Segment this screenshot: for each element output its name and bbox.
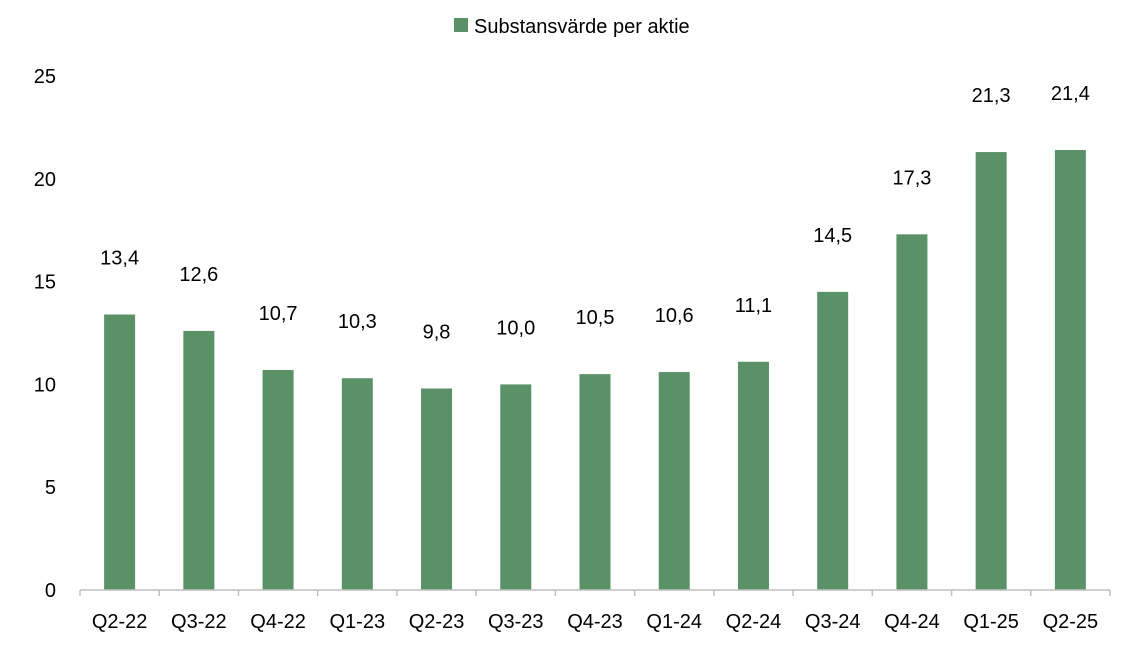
y-tick-label: 0 [45,580,56,602]
data-label: 10,7 [259,303,298,325]
x-tick-label: Q4-22 [250,611,306,633]
bar [975,152,1007,590]
data-label: 12,6 [179,264,218,286]
bar [658,372,690,590]
bar [262,370,294,590]
data-label: 11,1 [735,295,772,317]
bar [500,384,532,590]
y-tick-label: 5 [45,477,56,499]
data-label: 14,5 [813,225,852,247]
bar [104,314,136,590]
y-tick-label: 10 [34,374,56,396]
bar [896,234,928,590]
data-label: 21,3 [972,85,1011,107]
bar [1054,150,1086,591]
data-label: 10,0 [496,317,535,339]
bar [579,374,611,590]
x-tick-label: Q2-25 [1043,611,1099,633]
x-tick-label: Q2-22 [92,611,148,633]
x-tick-label: Q2-23 [409,611,465,633]
x-tick-label: Q4-23 [567,611,623,633]
data-label: 21,4 [1051,83,1090,105]
data-label: 13,4 [100,247,139,269]
data-label: 17,3 [892,167,931,189]
y-tick-label: 20 [34,169,56,191]
y-tick-label: 25 [34,66,56,88]
bar [341,378,373,590]
data-label: 9,8 [423,322,451,344]
bar [183,330,215,590]
legend: Substansvärde per aktie [454,16,690,38]
data-label: 10,3 [338,311,377,333]
legend-swatch [454,18,468,32]
bars [104,150,1086,591]
x-tick-label: Q3-24 [805,611,861,633]
x-tick-label: Q3-22 [171,611,227,633]
y-axis: 0 5 10 15 20 25 [34,66,56,602]
bar [817,291,849,590]
legend-label: Substansvärde per aktie [474,16,690,38]
bar [737,361,769,590]
bar [421,388,453,590]
x-tick-label: Q4-24 [884,611,940,633]
data-label: 10,6 [655,305,694,327]
x-tick-label: Q1-24 [646,611,702,633]
x-axis: Q2-22 Q3-22 Q4-22 Q1-23 Q2-23 Q3-23 Q4-23 Q1-24… [79,590,1111,633]
data-label: 10,5 [576,307,615,329]
x-tick-label: Q2-24 [726,611,782,633]
y-tick-label: 15 [34,272,56,294]
x-tick-label: Q1-23 [330,611,386,633]
data-labels: 13,4 12,6 10,7 10,3 9,8 10,0 10,5 10,6 11,1 14,5 1… [100,83,1090,343]
x-tick-label: Q1-25 [963,611,1019,633]
x-tick-label: Q3-23 [488,611,544,633]
